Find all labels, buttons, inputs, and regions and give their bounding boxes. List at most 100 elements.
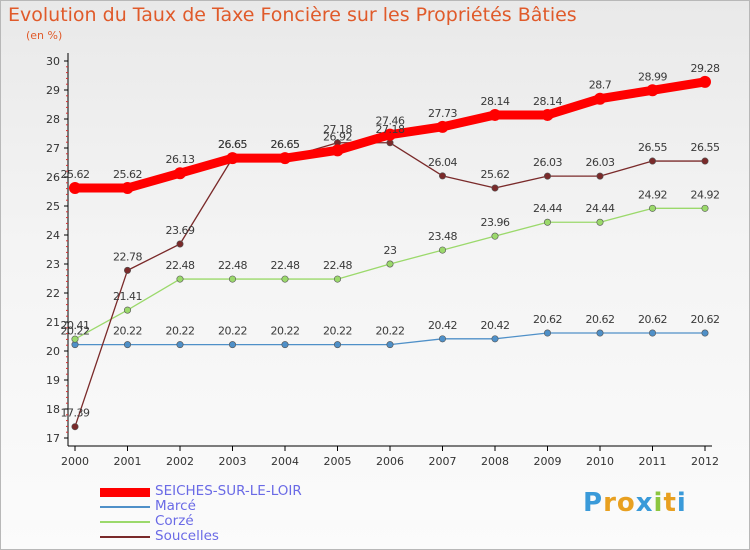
data-point	[124, 266, 132, 274]
data-label: 17.39	[61, 407, 90, 420]
legend-swatch	[100, 521, 150, 523]
x-tick-label-2006: 2006	[376, 455, 404, 468]
series-corz-	[71, 204, 709, 343]
data-labels-2: 20.41 21.41 22.48 22.48 22.48 22.48 23 23.48 23.…	[61, 188, 721, 332]
data-point	[226, 152, 239, 165]
data-point	[648, 204, 656, 212]
data-point	[491, 232, 499, 240]
y-tick-label-28: 28	[46, 113, 60, 126]
data-label: 23.69	[166, 224, 195, 237]
data-point	[491, 335, 499, 343]
data-point	[69, 182, 81, 195]
data-point	[436, 120, 449, 133]
data-label: 25.62	[481, 168, 510, 181]
data-point	[543, 172, 551, 180]
data-label: 25.62	[61, 168, 90, 181]
proxiti-logo: Proxiti	[583, 488, 687, 518]
chart-title: Evolution du Taux de Taxe Foncière sur l…	[8, 4, 577, 26]
data-label: 26.65	[218, 138, 247, 151]
data-label: 26.55	[691, 141, 720, 154]
data-label: 20.22	[323, 325, 352, 338]
data-label: 23.96	[481, 216, 510, 229]
y-tick-label-29: 29	[46, 84, 60, 97]
data-label: 27.73	[428, 107, 457, 120]
data-point	[541, 108, 554, 121]
data-point	[594, 92, 606, 105]
data-label: 28.99	[638, 70, 667, 83]
data-point	[701, 157, 709, 165]
x-tick-label-2002: 2002	[166, 455, 194, 468]
data-point	[121, 182, 134, 195]
x-tick-label-2010: 2010	[586, 455, 614, 468]
series-marc-	[71, 329, 709, 349]
data-label: 20.62	[691, 313, 720, 326]
y-tick-label-17: 17	[46, 432, 60, 445]
data-label: 22.48	[218, 259, 247, 272]
logo-letter: P	[583, 488, 604, 518]
data-label: 26.65	[218, 138, 247, 151]
data-point	[281, 341, 289, 349]
data-label: 29.28	[691, 62, 720, 75]
data-point	[489, 108, 501, 121]
data-point	[596, 172, 604, 180]
data-point	[279, 152, 291, 165]
data-label: 20.22	[166, 325, 195, 338]
data-label: 20.22	[271, 325, 300, 338]
y-tick-label-21: 21	[46, 316, 60, 329]
data-label: 20.42	[428, 319, 457, 332]
data-label: 23	[384, 244, 397, 257]
y-tick-label-18: 18	[46, 403, 60, 416]
legend-swatch	[100, 506, 150, 508]
data-point	[174, 167, 186, 180]
data-label: 26.04	[428, 156, 457, 169]
data-label: 26.13	[166, 153, 195, 166]
data-label: 26.92	[323, 130, 352, 143]
x-tick-label-2007: 2007	[429, 455, 457, 468]
data-label: 22.48	[271, 259, 300, 272]
data-point	[543, 218, 551, 226]
y-tick-label-25: 25	[46, 200, 60, 213]
data-point	[699, 75, 711, 88]
legend-swatch	[100, 488, 150, 497]
data-point	[386, 341, 394, 349]
data-label: 28.14	[533, 95, 562, 108]
data-label: 26.65	[271, 138, 300, 151]
series-seiches-sur-le-loir	[69, 75, 711, 195]
data-point	[438, 335, 446, 343]
x-tick-label-2001: 2001	[114, 455, 142, 468]
data-label: 27.46	[376, 115, 405, 128]
data-label: 20.22	[113, 325, 142, 338]
legend-label: Corzé	[155, 513, 194, 529]
data-point	[176, 275, 184, 283]
data-point	[701, 204, 709, 212]
data-label: 25.62	[113, 168, 142, 181]
data-point	[646, 84, 659, 97]
y-tick-label-22: 22	[46, 287, 60, 300]
data-label: 22.48	[323, 259, 352, 272]
data-label: 26.65	[271, 138, 300, 151]
data-point	[176, 341, 184, 349]
data-point	[71, 423, 79, 431]
y-tick-label-24: 24	[46, 229, 60, 242]
data-point	[596, 329, 604, 337]
data-point	[491, 184, 499, 192]
data-point	[438, 172, 446, 180]
logo-letter: x	[635, 488, 654, 518]
data-label: 26.55	[638, 141, 667, 154]
logo-letter: i	[676, 488, 687, 518]
logo-letter: o	[616, 488, 636, 518]
data-label: 20.22	[218, 325, 247, 338]
logo-letter: i	[653, 488, 664, 518]
data-point	[543, 329, 551, 337]
logo-letter: r	[603, 488, 617, 518]
data-label: 20.41	[61, 319, 90, 332]
y-tick-label-20: 20	[46, 345, 60, 358]
data-label: 23.48	[428, 230, 457, 243]
data-label: 24.92	[691, 188, 720, 201]
x-tick-label-2009: 2009	[534, 455, 562, 468]
y-axis-unit-label: (en %)	[26, 29, 63, 42]
data-label: 24.44	[586, 202, 615, 215]
data-point	[331, 144, 344, 157]
x-tick-label-2012: 2012	[691, 455, 719, 468]
